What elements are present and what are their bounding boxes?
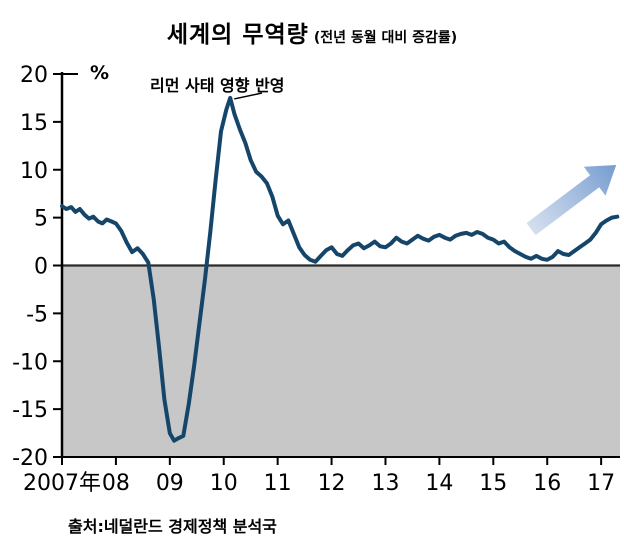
source-note: 출처:네덜란드 경제정책 분석국 (68, 517, 277, 536)
x-tick-label: 16 (533, 471, 561, 496)
x-tick-label: 12 (318, 471, 346, 496)
chart-header: 세계의 무역량 (전년 동월 대비 증감률) (0, 15, 624, 49)
y-tick-label: 15 (20, 111, 48, 136)
lehman-crisis-annotation: 리먼 사태 영향 반영 (150, 76, 285, 95)
x-tick-label: 14 (425, 471, 453, 496)
y-tick-label: -15 (12, 398, 48, 423)
y-tick-label: 10 (20, 159, 48, 184)
y-tick-label: 5 (34, 207, 48, 232)
y-tick-label: -20 (12, 446, 48, 471)
y-tick-label: -5 (26, 302, 48, 327)
chart-title: 세계의 무역량 (166, 22, 309, 48)
x-tick-label: 15 (479, 471, 507, 496)
trend-up-arrow (526, 165, 617, 236)
x-tick-label: 10 (210, 471, 238, 496)
x-tick-label: 08 (102, 471, 130, 496)
y-tick-label: 0 (34, 255, 48, 280)
x-tick-label: 2007年 (23, 471, 101, 496)
x-tick-label: 09 (156, 471, 184, 496)
x-tick-label: 17 (587, 471, 615, 496)
y-axis-unit-label: % (90, 62, 110, 84)
y-tick-label: -10 (12, 350, 48, 375)
negative-region-shading (62, 265, 620, 457)
trade-volume-line (60, 95, 620, 443)
annotation-leader-line (234, 92, 263, 100)
chart-subtitle: (전년 동월 대비 증감률) (313, 30, 458, 46)
x-tick-label: 11 (264, 471, 292, 496)
y-tick-label: 20 (20, 63, 48, 88)
x-tick-label: 13 (371, 471, 399, 496)
